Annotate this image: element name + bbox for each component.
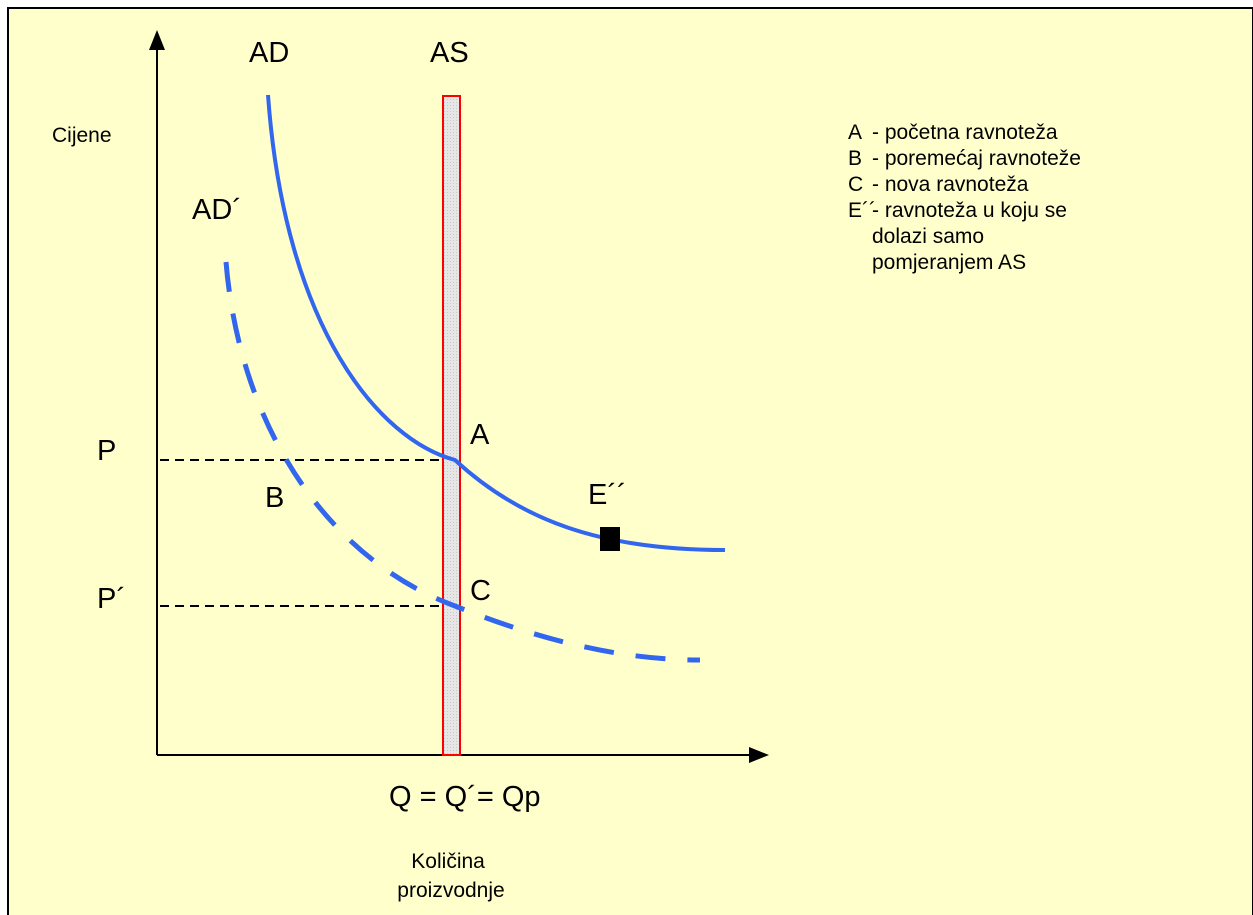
e-double-prime-marker [600, 527, 620, 551]
legend-item-key: B [848, 147, 863, 170]
quantity-label: Q = Q´= Qp [389, 781, 541, 813]
legend-item-key: C [848, 173, 864, 196]
legend-item-text: - ravnoteža u koju se dolazi samo pomjer… [872, 199, 1067, 274]
axis-x-label-line-2: proizvodnje [397, 879, 504, 902]
axis-x-label-line-1: Količina [411, 850, 485, 873]
as-curve-label: AS [430, 37, 469, 69]
legend-item: A - početna ravnoteža [848, 120, 1081, 146]
legend: A - početna ravnoteža B - poremećaj ravnote… [848, 120, 1081, 276]
legend-item: B - poremećaj ravnoteže [848, 146, 1081, 172]
point-b-label: B [265, 482, 284, 514]
y-axis-arrow-icon [149, 30, 165, 50]
as-supply-bar [442, 95, 461, 756]
legend-item-text: - poremećaj ravnoteže [872, 147, 1081, 170]
legend-item-key: A [848, 121, 863, 144]
ad-curve-label: AD [249, 37, 289, 69]
ad-prime-curve [223, 261, 701, 663]
x-axis-arrow-icon [749, 747, 769, 763]
legend-item-key: E´´ [848, 199, 876, 222]
point-a-label: A [470, 419, 490, 451]
price-p-label: P [97, 435, 116, 467]
legend-item: C - nova ravnoteža [848, 172, 1081, 198]
point-c-label: C [470, 575, 491, 607]
price-p-prime-label: P´ [97, 583, 126, 615]
ad-prime-curve-label: AD´ [192, 194, 242, 226]
diagram-background [7, 7, 1253, 915]
legend-item: E´´ - ravnoteža u koju se dolazi samo pom… [848, 198, 1081, 276]
axis-x-label: Količina proizvodnje [397, 850, 504, 902]
legend-item-text: - početna ravnoteža [872, 121, 1058, 144]
legend-item-text: - nova ravnoteža [872, 173, 1029, 196]
point-e-label: E´´ [588, 479, 627, 511]
axis-y-label: Cijene [52, 124, 112, 147]
